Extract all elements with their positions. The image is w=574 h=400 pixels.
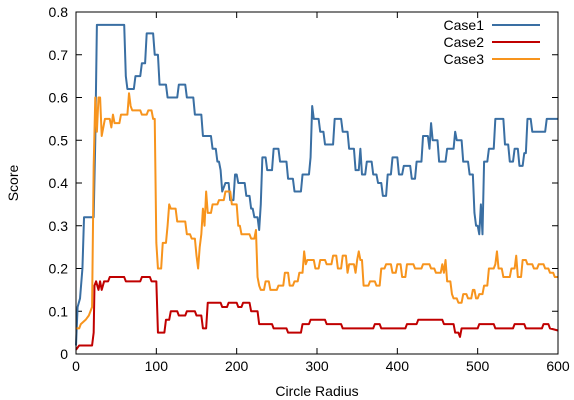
y-tick-label: 0 bbox=[60, 346, 68, 362]
plot-frame bbox=[75, 11, 559, 355]
tick-labels: 0 100 200 300 400 500 600 0 0.1 0.2 0.3 0.4 0.5 0.6 0.… bbox=[49, 4, 570, 374]
x-tick-label: 200 bbox=[225, 358, 249, 374]
y-tick-label: 0.2 bbox=[49, 261, 69, 277]
legend-label-case3: Case3 bbox=[444, 51, 485, 67]
x-axis-label: Circle Radius bbox=[275, 383, 358, 399]
y-tick-label: 0.5 bbox=[49, 132, 69, 148]
legend-label-case1: Case1 bbox=[444, 17, 485, 33]
x-tick-label: 100 bbox=[145, 358, 169, 374]
axis-ticks bbox=[75, 11, 559, 355]
series-line-case1 bbox=[75, 23, 558, 346]
y-tick-label: 0.3 bbox=[49, 218, 69, 234]
series-lines bbox=[75, 23, 559, 351]
legend-label-case2: Case2 bbox=[444, 34, 485, 50]
x-tick-label: 600 bbox=[546, 358, 570, 374]
y-axis-label: Score bbox=[5, 165, 21, 202]
x-tick-label: 500 bbox=[466, 358, 490, 374]
x-tick-label: 0 bbox=[72, 358, 80, 374]
y-tick-label: 0.6 bbox=[49, 90, 69, 106]
y-tick-label: 0.1 bbox=[49, 303, 69, 319]
y-tick-label: 0.7 bbox=[49, 47, 69, 63]
y-tick-label: 0.4 bbox=[49, 175, 69, 191]
y-tick-label: 0.8 bbox=[49, 4, 69, 20]
x-tick-label: 300 bbox=[305, 358, 329, 374]
series-line-case3 bbox=[76, 92, 558, 330]
x-tick-label: 400 bbox=[386, 358, 410, 374]
series-line-case2 bbox=[75, 276, 559, 351]
